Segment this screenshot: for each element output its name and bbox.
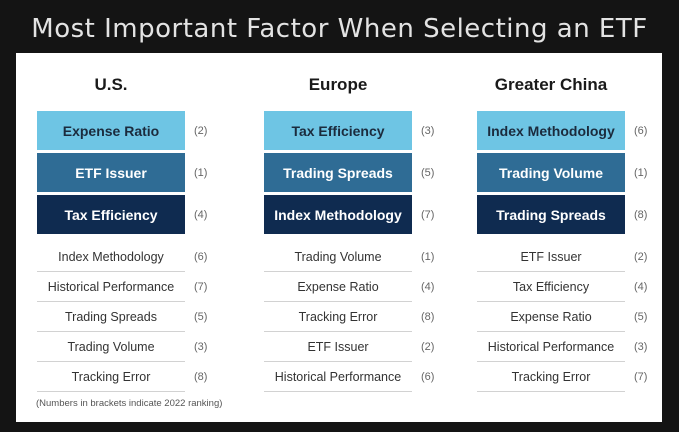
factor-label: Tracking Error [37,362,185,392]
factor-row: ETF Issuer (2) [264,332,464,362]
region-header: Europe [308,75,368,94]
footnote: (Numbers in brackets indicate 2022 ranki… [36,398,223,409]
prior-rank: (7) [634,371,648,383]
factor-label: Tax Efficiency [477,272,625,302]
prior-rank: (8) [634,208,648,221]
top-factor-label: Tax Efficiency [37,195,185,234]
prior-rank: (5) [421,166,435,179]
top-factor-row: Expense Ratio (2) [37,111,237,150]
factor-label: Trading Volume [264,242,412,272]
factor-row: Index Methodology (6) [37,242,237,272]
factor-label: Tracking Error [264,302,412,332]
prior-rank: (3) [421,124,435,137]
factor-label: Historical Performance [37,272,185,302]
prior-rank: (7) [194,281,208,293]
top-factor-row: Trading Spreads (5) [264,153,464,192]
factor-row: Tracking Error (8) [264,302,464,332]
top-factor-label: Trading Spreads [477,195,625,234]
top-factor-row: Trading Volume (1) [477,153,677,192]
top-factor-row: Tax Efficiency (4) [37,195,237,234]
page-title: Most Important Factor When Selecting an … [31,14,648,44]
factor-row: Tracking Error (7) [477,362,677,392]
top-factor-row: ETF Issuer (1) [37,153,237,192]
prior-rank: (8) [194,371,208,383]
factor-row: Trading Volume (3) [37,332,237,362]
factor-label: Index Methodology [37,242,185,272]
factor-label: Expense Ratio [264,272,412,302]
factor-label: Trading Volume [37,332,185,362]
factor-label: Trading Spreads [37,302,185,332]
prior-rank: (3) [194,341,208,353]
prior-rank: (6) [634,124,648,137]
prior-rank: (1) [194,166,208,179]
top-factor-label: Expense Ratio [37,111,185,150]
region-header: Greater China [494,75,608,94]
factor-row: Tax Efficiency (4) [477,272,677,302]
prior-rank: (4) [421,281,435,293]
top-factor-row: Tax Efficiency (3) [264,111,464,150]
factor-row: Historical Performance (3) [477,332,677,362]
prior-rank: (8) [421,311,435,323]
top-factor-label: Trading Volume [477,153,625,192]
top-factor-label: Tax Efficiency [264,111,412,150]
region-header: U.S. [94,75,128,94]
prior-rank: (7) [421,208,435,221]
factor-row: Tracking Error (8) [37,362,237,392]
prior-rank: (6) [194,251,208,263]
prior-rank: (3) [634,341,648,353]
factor-label: Tracking Error [477,362,625,392]
top-factor-label: Index Methodology [477,111,625,150]
factor-row: Expense Ratio (5) [477,302,677,332]
factor-row: Expense Ratio (4) [264,272,464,302]
factor-label: ETF Issuer [477,242,625,272]
prior-rank: (2) [421,341,435,353]
top-factor-label: Index Methodology [264,195,412,234]
prior-rank: (1) [421,251,435,263]
factor-label: Expense Ratio [477,302,625,332]
factor-row: ETF Issuer (2) [477,242,677,272]
prior-rank: (1) [634,166,648,179]
prior-rank: (2) [634,251,648,263]
prior-rank: (4) [194,208,208,221]
top-factor-row: Index Methodology (6) [477,111,677,150]
ranking-panel: U.S. Expense Ratio (2) ETF Issuer (1) Tax Eff… [16,53,662,422]
factor-label: ETF Issuer [264,332,412,362]
factor-label: Historical Performance [477,332,625,362]
prior-rank: (5) [194,311,208,323]
top-factor-label: Trading Spreads [264,153,412,192]
prior-rank: (5) [634,311,648,323]
prior-rank: (4) [634,281,648,293]
factor-label: Historical Performance [264,362,412,392]
top-factor-label: ETF Issuer [37,153,185,192]
top-factor-row: Index Methodology (7) [264,195,464,234]
factor-row: Historical Performance (6) [264,362,464,392]
top-factor-row: Trading Spreads (8) [477,195,677,234]
factor-row: Trading Spreads (5) [37,302,237,332]
factor-row: Trading Volume (1) [264,242,464,272]
prior-rank: (6) [421,371,435,383]
factor-row: Historical Performance (7) [37,272,237,302]
prior-rank: (2) [194,124,208,137]
